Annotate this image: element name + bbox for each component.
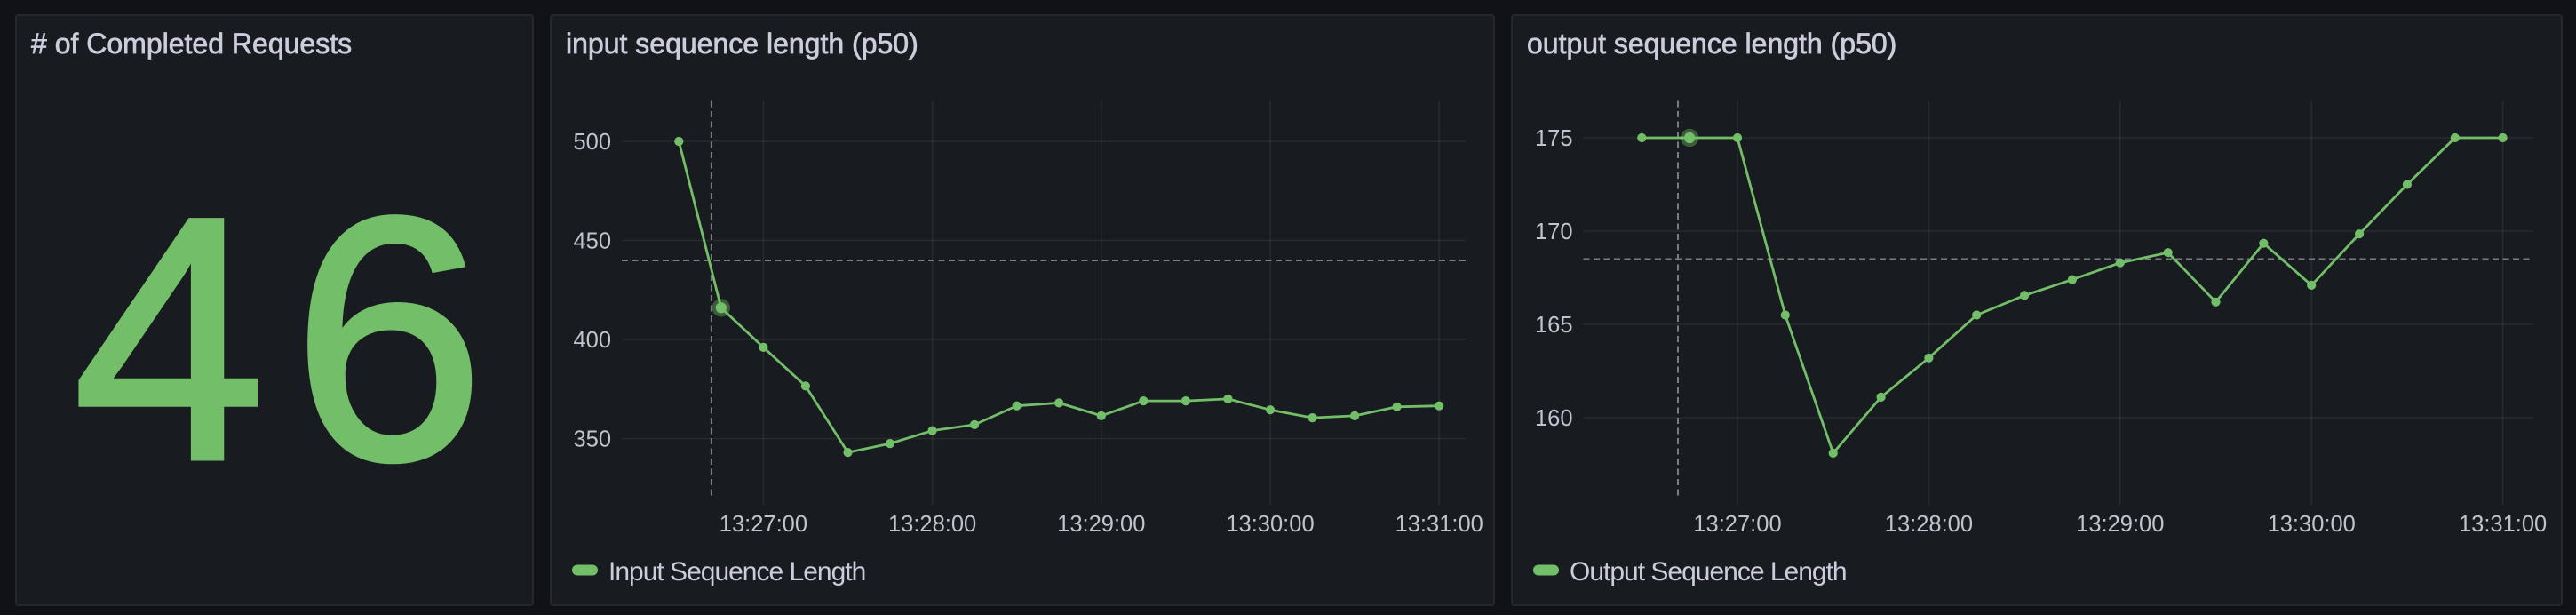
svg-text:13:27:00: 13:27:00 <box>1693 512 1781 537</box>
svg-text:500: 500 <box>573 130 611 155</box>
svg-text:175: 175 <box>1535 126 1573 151</box>
svg-text:13:27:00: 13:27:00 <box>720 512 807 537</box>
svg-text:Input Sequence Length: Input Sequence Length <box>608 557 865 587</box>
svg-text:170: 170 <box>1535 220 1573 244</box>
svg-text:350: 350 <box>573 427 611 452</box>
svg-text:Output Sequence Length: Output Sequence Length <box>1570 557 1847 587</box>
svg-text:13:28:00: 13:28:00 <box>888 512 976 537</box>
svg-text:160: 160 <box>1535 406 1573 431</box>
svg-text:13:28:00: 13:28:00 <box>1885 512 1973 537</box>
svg-text:13:29:00: 13:29:00 <box>1057 512 1145 537</box>
svg-text:13:29:00: 13:29:00 <box>2076 512 2164 537</box>
svg-text:400: 400 <box>573 328 611 353</box>
svg-text:165: 165 <box>1535 313 1573 338</box>
svg-text:13:31:00: 13:31:00 <box>1395 512 1483 537</box>
svg-text:13:30:00: 13:30:00 <box>1226 512 1314 537</box>
svg-text:450: 450 <box>573 229 611 254</box>
svg-text:13:31:00: 13:31:00 <box>2459 512 2547 537</box>
svg-text:13:30:00: 13:30:00 <box>2268 512 2356 537</box>
